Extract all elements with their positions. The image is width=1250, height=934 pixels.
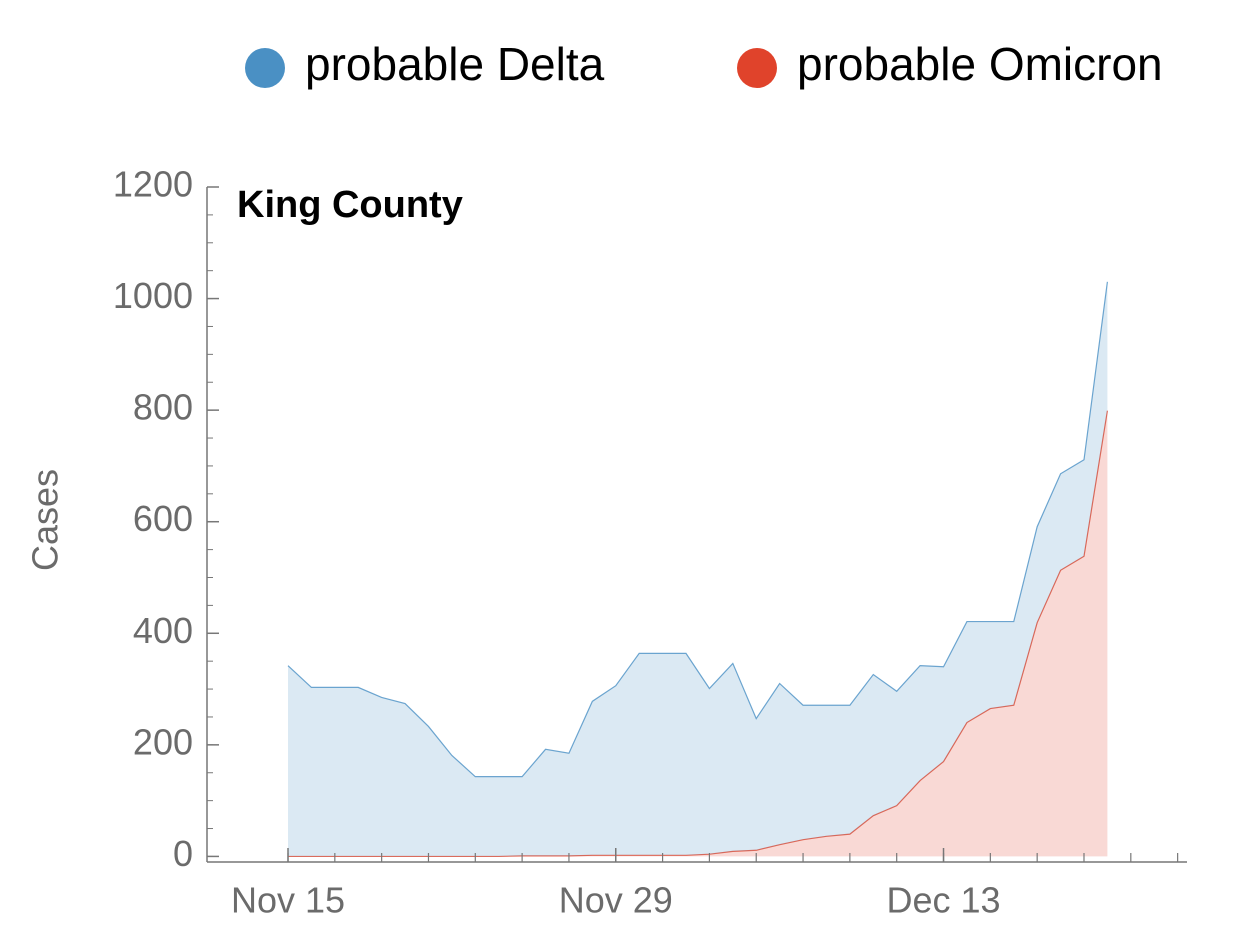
y-tick-label: 200 bbox=[133, 721, 193, 762]
x-tick-label: Dec 13 bbox=[886, 880, 1000, 921]
area-fill bbox=[288, 410, 1108, 857]
y-tick-label: 400 bbox=[133, 610, 193, 651]
legend-label: probable Omicron bbox=[797, 38, 1163, 90]
y-axis-label: Cases bbox=[25, 469, 66, 571]
area-line bbox=[288, 410, 1108, 858]
y-tick-label: 1200 bbox=[113, 164, 193, 205]
legend-label: probable Delta bbox=[305, 38, 605, 90]
x-tick-label: Nov 29 bbox=[559, 880, 673, 921]
legend-marker bbox=[737, 48, 777, 88]
chart-title: King County bbox=[237, 184, 463, 226]
y-tick-label: 600 bbox=[133, 498, 193, 539]
x-tick-label: Nov 15 bbox=[231, 880, 345, 921]
legend-marker bbox=[245, 48, 285, 88]
y-tick-label: 800 bbox=[133, 387, 193, 428]
y-tick-label: 0 bbox=[173, 833, 193, 874]
area-line bbox=[287, 281, 1108, 778]
area-fill bbox=[288, 281, 1108, 857]
y-tick-label: 1000 bbox=[113, 275, 193, 316]
